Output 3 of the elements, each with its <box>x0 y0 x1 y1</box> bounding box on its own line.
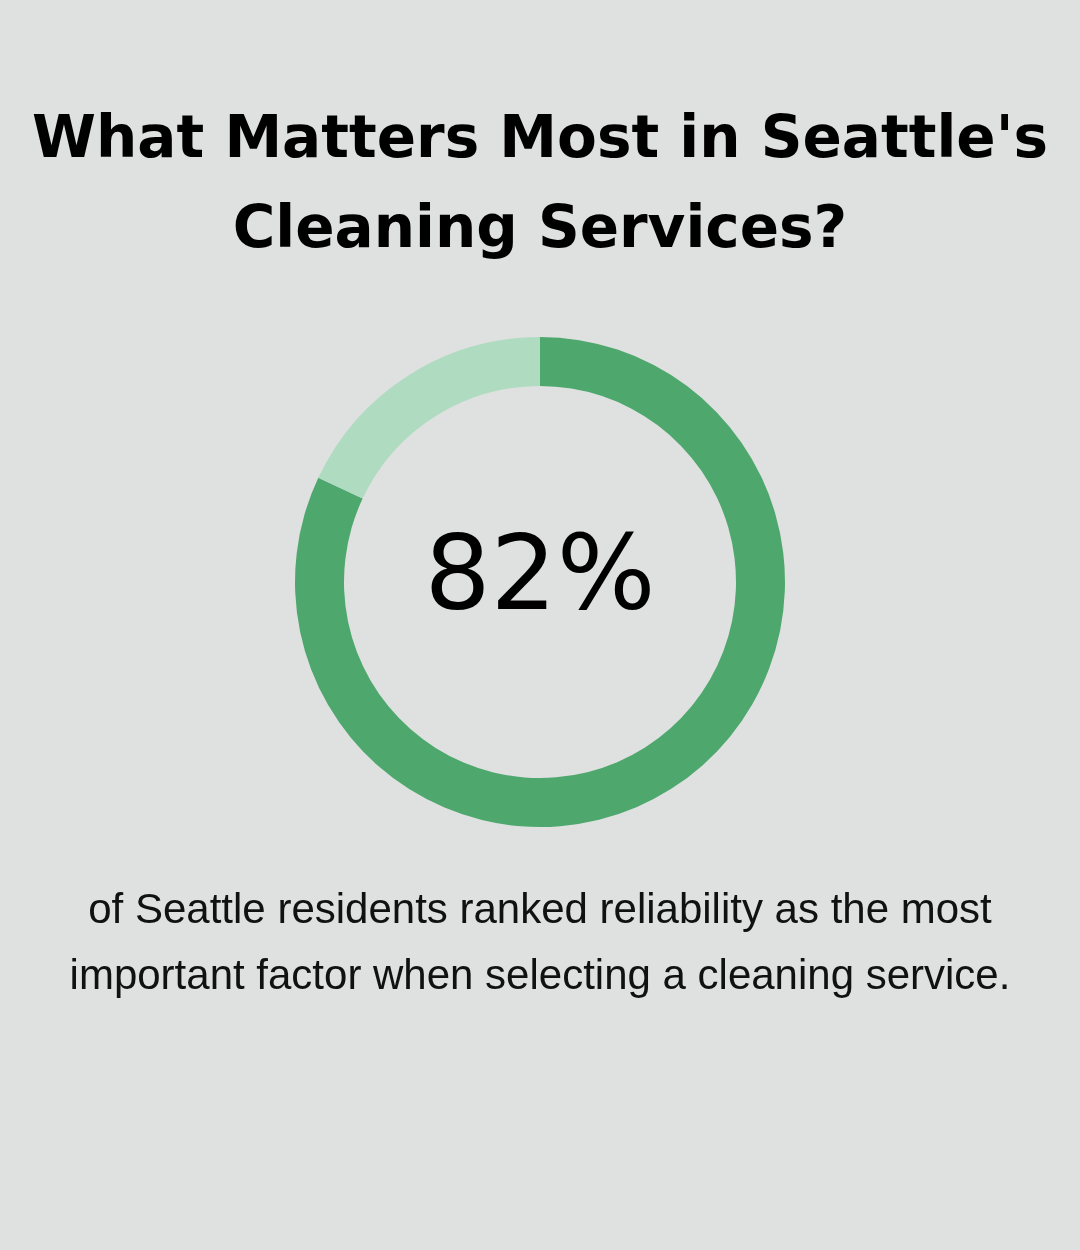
text: of Seattle residents ranked reliability as the most important factor when selecting a cleaning service. <box>68 884 1012 1000</box>
data-label: 82% <box>424 512 656 635</box>
chart-title: What Matters Most in Seattle's Cleaning Services? <box>31 102 1049 263</box>
